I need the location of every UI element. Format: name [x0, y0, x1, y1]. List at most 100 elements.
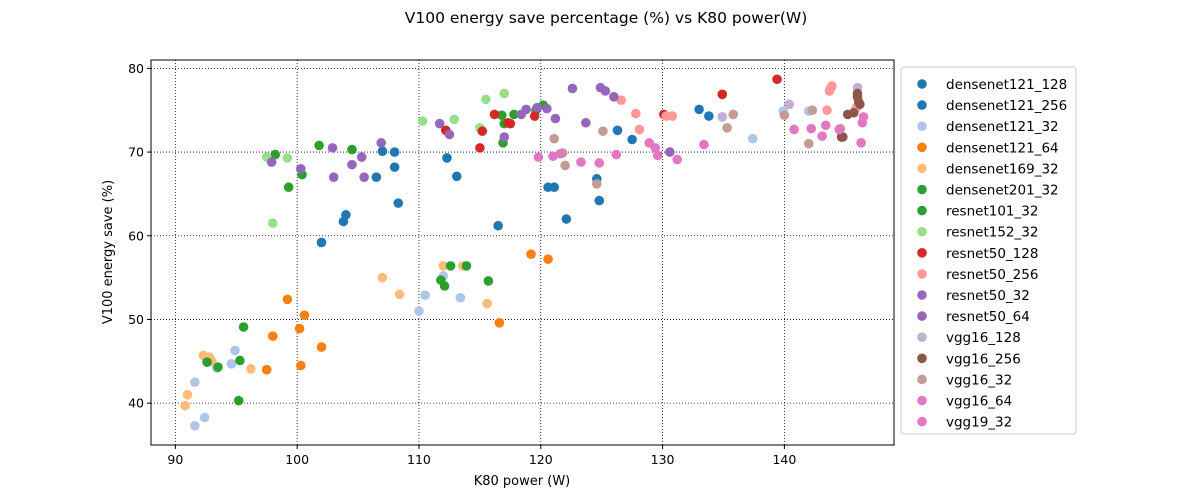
data-point	[230, 345, 240, 356]
data-point	[389, 147, 400, 157]
data-point	[594, 195, 605, 206]
data-point	[449, 114, 460, 125]
data-point	[609, 92, 619, 102]
data-point	[858, 112, 869, 122]
legend-marker	[917, 100, 927, 110]
data-point	[555, 148, 566, 159]
data-point	[489, 109, 500, 120]
data-point	[509, 109, 519, 120]
data-point	[268, 331, 278, 341]
data-point	[667, 111, 678, 121]
data-point	[296, 360, 306, 371]
legend-label: densenet121_128	[946, 77, 1067, 93]
y-tick-label: 40	[128, 396, 144, 411]
y-axis-ticks: 40 50 60 70 80	[128, 61, 151, 411]
data-point	[806, 123, 816, 134]
data-point	[772, 74, 782, 85]
data-point	[347, 159, 357, 170]
data-point	[560, 160, 570, 171]
data-point	[496, 110, 507, 121]
data-point	[505, 118, 516, 129]
legend-marker	[917, 121, 927, 131]
data-point	[581, 117, 591, 128]
data-point	[529, 111, 540, 121]
series-vgg16_64	[548, 120, 831, 168]
data-point	[789, 124, 799, 135]
data-point	[439, 281, 450, 291]
data-point	[611, 149, 622, 160]
data-point	[389, 162, 400, 172]
data-point	[417, 116, 428, 126]
data-point	[533, 152, 544, 162]
series-densenet121_256	[316, 146, 605, 248]
data-point	[549, 182, 559, 193]
data-point	[414, 306, 424, 316]
data-point	[190, 377, 200, 388]
data-point	[461, 261, 472, 271]
data-point	[455, 292, 466, 303]
data-point	[493, 220, 503, 231]
series-densenet201_32	[202, 261, 494, 406]
y-tick-label: 50	[128, 312, 144, 327]
x-tick-label: 140	[772, 452, 796, 467]
data-point	[694, 104, 704, 115]
legend-marker	[917, 332, 927, 343]
data-point	[393, 198, 404, 208]
data-point	[855, 99, 865, 110]
data-point	[327, 143, 338, 153]
legend-label: resnet50_128	[946, 246, 1038, 262]
x-axis-label: K80 power (W)	[474, 474, 571, 489]
legend-marker	[917, 395, 927, 406]
series-resnet50_64	[516, 82, 675, 157]
legend-label: resnet50_256	[946, 267, 1038, 283]
series-vgg16_256	[838, 88, 865, 142]
data-point	[652, 150, 663, 161]
legend-label: vgg16_64	[946, 394, 1012, 410]
series-vgg16_32	[549, 105, 846, 189]
legend-box	[900, 66, 1077, 435]
data-point	[532, 102, 542, 113]
data-point	[600, 86, 611, 96]
legend-marker	[917, 248, 927, 258]
data-point	[226, 359, 237, 369]
data-point	[499, 132, 510, 142]
data-point	[376, 138, 387, 148]
series-resnet50_256	[616, 81, 862, 135]
data-point	[627, 134, 637, 145]
data-point	[294, 323, 305, 334]
y-axis-label: V100 energy save (%)	[101, 180, 116, 324]
data-point	[592, 179, 602, 189]
data-point	[202, 357, 212, 367]
data-point	[548, 151, 558, 162]
data-point	[650, 143, 661, 153]
legend-label: densenet121_32	[946, 119, 1059, 135]
data-point	[233, 395, 244, 406]
data-point	[268, 218, 278, 229]
legend-marker	[917, 79, 927, 89]
data-point	[817, 131, 827, 141]
data-point	[616, 95, 626, 105]
series-vgg19_32	[533, 112, 869, 165]
legend-marker	[917, 163, 927, 174]
data-point	[282, 294, 293, 305]
data-point	[316, 342, 327, 352]
data-point	[722, 122, 732, 133]
data-point	[550, 113, 561, 124]
legend-marker	[917, 205, 927, 216]
data-point	[371, 172, 382, 182]
legend-marker	[917, 353, 927, 364]
data-point	[634, 124, 645, 135]
data-point	[561, 214, 572, 224]
data-point	[665, 147, 675, 157]
data-point	[481, 94, 491, 105]
legend: densenet121_128 densenet121_256 densenet12…	[900, 66, 1077, 435]
data-point	[499, 88, 510, 99]
chart-title: V100 energy save percentage (%) vs K80 p…	[405, 9, 808, 27]
data-point	[820, 120, 831, 131]
data-point	[442, 153, 452, 163]
legend-marker	[917, 184, 927, 195]
x-tick-label: 100	[285, 452, 309, 467]
data-point	[494, 318, 505, 328]
data-point	[261, 364, 272, 375]
